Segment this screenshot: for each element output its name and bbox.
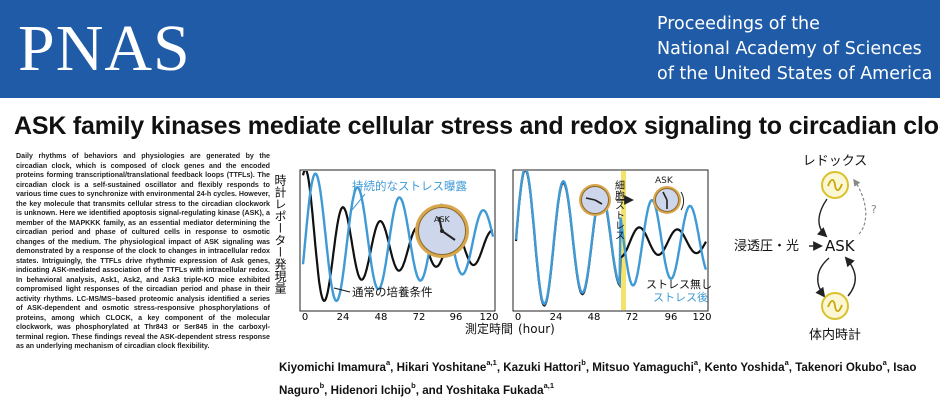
left-x-ticks: 0 24 48 72 96 120 — [302, 312, 499, 323]
right-x-tick-72: 72 — [626, 312, 639, 323]
left-x-tick-48: 48 — [375, 312, 388, 323]
pointer-normal — [333, 287, 351, 293]
arrow-clock-to-ask — [844, 256, 856, 297]
diagram-question-mark: ? — [871, 203, 877, 216]
clock-wave-icon — [821, 292, 849, 320]
author-name[interactable]: Kiyomichi Imamura — [279, 360, 386, 374]
diagram-redox: レドックス — [803, 154, 868, 169]
author-name[interactable]: Kazuki Hattori — [503, 360, 582, 374]
label-cell-stress: 細胞ストレス — [613, 179, 625, 240]
right-x-tick-96: 96 — [665, 312, 678, 323]
author-affiliation: a — [385, 358, 391, 367]
proceedings-title: Proceedings of the National Academy of S… — [657, 12, 932, 87]
clock-ask-label: ASK — [434, 215, 451, 224]
pnas-logo[interactable]: PNAS — [18, 12, 191, 85]
clock-icon-rotating: ASK — [653, 176, 685, 214]
author-affiliation: a — [882, 358, 887, 367]
article-title: ASK family kinases mediate cellular stre… — [14, 112, 940, 140]
left-x-tick-120: 120 — [479, 312, 498, 323]
author-affiliation: a,1 — [486, 358, 497, 367]
pointer-sustained — [351, 193, 366, 211]
diagram-ask: ASK — [825, 237, 856, 255]
right-chart: 細胞ストレス 0 24 48 72 96 120 ストレス無し ストレス後 AS… — [512, 169, 712, 323]
clock-icon-small — [579, 184, 611, 216]
author-joiner: and — [422, 383, 446, 397]
left-x-tick-96: 96 — [450, 312, 463, 323]
author-name[interactable]: Takenori Okubo — [795, 360, 883, 374]
y-axis-label: 時計レポーター発現量 — [273, 174, 287, 294]
arrow-redox-to-ask — [816, 198, 828, 238]
clock-icon: ASK — [415, 204, 469, 258]
diagram-osmotic-light: 浸透圧・光 — [734, 239, 799, 254]
right-x-tick-24: 24 — [550, 312, 563, 323]
right-x-tick-0: 0 — [515, 312, 521, 323]
label-after-stress: ストレス後 — [653, 290, 708, 304]
rotating-clock-ask-label: ASK — [655, 176, 674, 186]
right-x-tick-120: 120 — [692, 312, 711, 323]
article-abstract: Daily rhythms of behaviors and physiolog… — [16, 152, 270, 350]
author-name[interactable]: Hidenori Ichijo — [330, 383, 412, 397]
label-normal-culture: 通常の培養条件 — [352, 285, 433, 299]
proceedings-line-2: National Academy of Sciences — [657, 39, 922, 59]
left-x-tick-72: 72 — [413, 312, 426, 323]
author-name[interactable]: Kento Yoshida — [704, 360, 785, 374]
diagram-circadian-clock: 体内時計 — [809, 327, 861, 343]
right-x-ticks: 0 24 48 72 96 120 — [515, 312, 712, 323]
author-affiliation: a — [693, 358, 699, 367]
author-affiliation: a,1 — [543, 380, 554, 390]
graphical-abstract: 時計レポーター発現量 0 24 48 72 96 120 持続的なストレス曝露 … — [273, 154, 877, 343]
left-series-stress — [301, 172, 494, 303]
label-sustained-stress: 持続的なストレス曝露 — [352, 179, 467, 193]
author-affiliation: b — [411, 380, 416, 390]
author-list: Kiyomichi Imamuraa, Hikari Yoshitanea,1,… — [279, 358, 917, 397]
left-plot-frame — [299, 169, 496, 312]
author-affiliation: a — [784, 358, 789, 367]
author-affiliation: b — [319, 380, 325, 390]
left-chart: 0 24 48 72 96 120 持続的なストレス曝露 通常の培養条件 ASK — [299, 169, 499, 323]
author-name[interactable]: Hikari Yoshitane — [396, 360, 487, 374]
redox-wave-icon — [821, 171, 849, 199]
left-x-tick-24: 24 — [337, 312, 350, 323]
author-name[interactable]: Isao Naguro — [279, 360, 917, 397]
x-axis-label: 測定時間 — [465, 321, 513, 336]
right-series-after-stress — [514, 171, 707, 306]
x-axis-unit: (hour) — [518, 322, 555, 336]
author-name[interactable]: Yoshitaka Fukada — [445, 383, 544, 397]
label-without-stress: ストレス無し — [646, 277, 712, 291]
proceedings-line-1: Proceedings of the — [657, 14, 820, 34]
left-x-tick-0: 0 — [302, 312, 308, 323]
arrow-ask-to-clock — [815, 257, 830, 298]
pnas-banner: PNAS Proceedings of the National Academy… — [0, 0, 940, 98]
arrow-ask-to-redox-uncertain — [853, 178, 867, 235]
pathway-diagram: レドックス ? 浸透圧・光 ASK 体内時計 — [734, 154, 877, 343]
author-name[interactable]: Mitsuo Yamaguchi — [592, 360, 694, 374]
right-plot-frame — [512, 169, 709, 312]
right-x-tick-48: 48 — [588, 312, 601, 323]
proceedings-line-3: of the United States of America — [657, 64, 933, 84]
author-affiliation: b — [581, 358, 586, 367]
